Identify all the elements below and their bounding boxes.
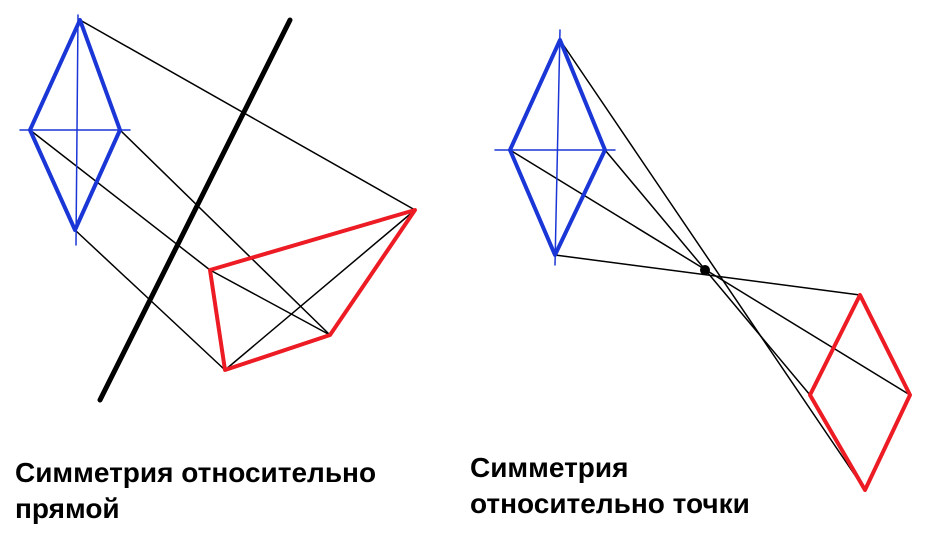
caption-left-line2: прямой	[15, 493, 120, 524]
caption-right-line2: относительно точки	[470, 488, 750, 519]
caption-right: Симметрия относительно точки	[470, 450, 750, 523]
left-connector-2	[30, 130, 210, 270]
left-blue-rhombus	[30, 20, 120, 230]
left-red-diag-2	[225, 210, 415, 370]
left-connector-1	[120, 130, 330, 335]
diagram-canvas: Симметрия относительно прямой Симметрия …	[0, 0, 940, 551]
right-red-rhombus	[810, 295, 910, 490]
right-center-dot	[700, 265, 710, 275]
caption-right-line1: Симметрия	[470, 452, 628, 483]
left-blue-axis-v	[76, 15, 78, 245]
left-connector-0	[80, 20, 415, 210]
right-blue-axis-v	[555, 30, 560, 265]
right-connector-0	[560, 40, 865, 490]
right-connector-2	[510, 150, 910, 395]
left-red-diag-1	[210, 270, 330, 335]
caption-left: Симметрия относительно прямой	[15, 455, 376, 528]
left-red-quad	[210, 210, 415, 370]
right-connector-3	[555, 255, 860, 295]
caption-left-line1: Симметрия относительно	[15, 457, 376, 488]
